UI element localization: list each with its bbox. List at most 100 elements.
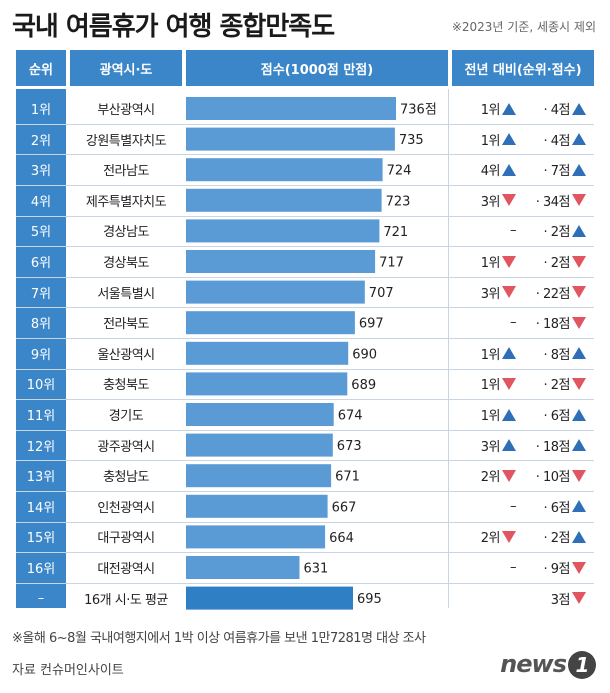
- rank-cell: 15위: [26, 531, 56, 547]
- rank-change-text: 4위: [480, 164, 501, 180]
- region-label: 인천광역시: [97, 500, 155, 516]
- score-change-text: · 2점: [543, 225, 571, 241]
- row-divider: [16, 460, 594, 462]
- bar: [186, 158, 383, 182]
- row-divider: [16, 154, 594, 156]
- triangle-up-icon: [502, 163, 516, 176]
- triangle-down-icon: [572, 592, 586, 605]
- rank-change: 3위: [468, 191, 516, 210]
- column-divider: [448, 89, 449, 608]
- score-change-text: · 2점: [543, 256, 571, 271]
- rank-change: 4위: [468, 160, 516, 179]
- source: 자료 컨슈머인사이트: [12, 663, 124, 678]
- rank-cell: 6위: [30, 256, 52, 271]
- change-cell: – · 18점: [452, 308, 594, 337]
- rank-change-text: 3위: [480, 439, 501, 455]
- triangle-down-icon: [502, 469, 516, 482]
- triangle-up-icon: [572, 102, 586, 115]
- bar-value-label: 667: [332, 500, 357, 515]
- triangle-down-icon: [572, 194, 586, 207]
- rank-cell: 16위: [26, 562, 56, 577]
- row-divider: [16, 185, 594, 186]
- bar: [186, 341, 349, 365]
- rank-change-text: 3위: [480, 286, 501, 302]
- header-change: 전년 대비(순위·점수): [452, 50, 594, 86]
- rank-change: –: [468, 560, 517, 575]
- bar-value-label: 631: [304, 562, 329, 577]
- rank-change-text: –: [510, 315, 517, 331]
- triangle-up-icon: [572, 163, 586, 176]
- rank-change-text: 1위: [480, 409, 501, 424]
- rank-cell: 1위: [30, 103, 52, 118]
- rank-cell: 12위: [26, 439, 56, 455]
- rank-change-text: –: [510, 498, 517, 514]
- triangle-up-icon: [572, 224, 586, 237]
- triangle-up-icon: [572, 530, 586, 543]
- region-label: 제주특별자치도: [85, 194, 167, 210]
- triangle-down-icon: [572, 316, 586, 329]
- score-change: · 2점: [516, 527, 586, 546]
- score-change-text: · 10점: [535, 470, 571, 486]
- bar-value-label: 671: [335, 470, 360, 485]
- change-cell: 1위 · 2점: [452, 369, 594, 398]
- score-change: · 6점: [516, 497, 586, 516]
- row-divider: [16, 338, 594, 339]
- bar: [186, 250, 376, 273]
- score-change-text: · 6점: [543, 500, 571, 516]
- rank-change: –: [468, 223, 517, 238]
- change-cell: – · 6점: [452, 492, 594, 521]
- triangle-up-icon: [502, 133, 516, 146]
- change-cell: 2위 · 10점: [452, 461, 594, 490]
- bar-value-label: 673: [337, 439, 362, 454]
- rank-change-text: 2위: [480, 470, 501, 486]
- bar: [186, 127, 395, 151]
- row-divider: [16, 276, 594, 278]
- region-label: 경기도: [108, 409, 144, 424]
- triangle-up-icon: [502, 102, 516, 115]
- rank-change-text: 1위: [480, 133, 501, 149]
- rank-change-text: 2위: [480, 531, 501, 547]
- bar-value-label: 717: [379, 256, 404, 271]
- region-label: 대구광역시: [97, 531, 155, 547]
- triangle-up-icon: [502, 347, 516, 360]
- score-change: · 18점: [516, 313, 586, 332]
- row-divider: [16, 368, 594, 370]
- rank-change: 2위: [468, 466, 516, 485]
- triangle-up-icon: [572, 347, 586, 360]
- region-label: 전라남도: [103, 164, 149, 180]
- rank-change: 1위: [468, 344, 516, 363]
- rank-change-text: 3위: [480, 194, 501, 210]
- bar: [186, 556, 300, 579]
- footnote: ※올해 6~8월 국내여행지에서 1박 이상 여름휴가를 보낸 1만7281명 …: [12, 631, 426, 646]
- region-label: 대전광역시: [97, 562, 155, 577]
- score-change-text: 3점: [550, 592, 571, 608]
- row-divider: [16, 521, 594, 523]
- rank-cell: 14위: [26, 500, 56, 516]
- region-label: 충청남도: [103, 470, 149, 486]
- rank-cell: –: [37, 590, 45, 606]
- bar-value-label: 724: [387, 164, 412, 179]
- triangle-down-icon: [572, 561, 586, 574]
- change-cell: 1위 · 4점: [452, 125, 594, 154]
- row-divider: [16, 582, 594, 584]
- triangle-up-icon: [572, 408, 586, 421]
- row-divider: [16, 307, 594, 309]
- triangle-down-icon: [572, 377, 586, 390]
- triangle-down-icon: [502, 194, 516, 207]
- bar: [186, 311, 355, 335]
- bar: [186, 97, 396, 120]
- change-cell: 1위 · 4점: [452, 94, 594, 123]
- rank-cell: 7위: [30, 286, 52, 302]
- score-change: · 9점: [516, 558, 586, 577]
- bar-value-label: 664: [329, 531, 354, 546]
- chart-title: 국내 여름휴가 여행 종합만족도: [12, 12, 335, 42]
- score-change-text: · 18점: [535, 439, 571, 455]
- bar-value-label: 721: [383, 225, 408, 240]
- region-label: 부산광역시: [97, 103, 155, 118]
- score-change-text: · 34점: [535, 194, 571, 210]
- rank-change: –: [468, 315, 517, 331]
- row-divider: [16, 123, 594, 125]
- score-change-text: · 2점: [543, 531, 571, 547]
- score-change: · 2점: [516, 252, 586, 271]
- region-label: 광주광역시: [97, 439, 155, 455]
